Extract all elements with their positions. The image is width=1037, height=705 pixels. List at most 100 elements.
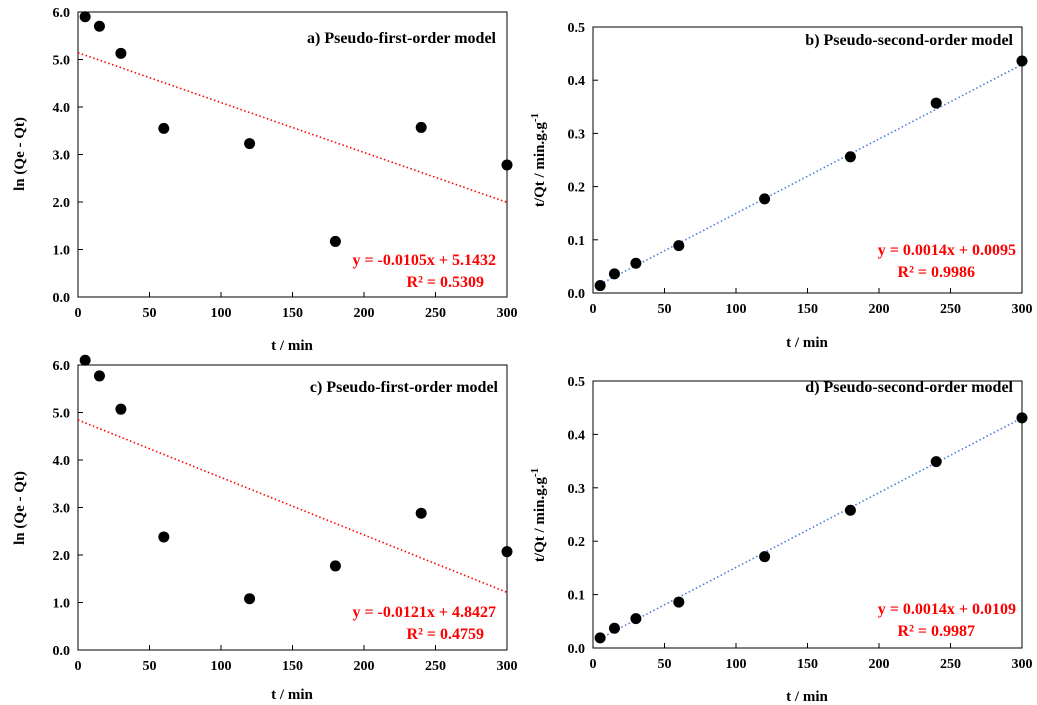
r-squared: R² = 0.9986 <box>898 264 975 281</box>
y-axis: 0.0 0.1 0.2 0.3 0.4 0.5 <box>568 375 598 657</box>
x-tick-label: 50 <box>143 306 157 321</box>
trendline <box>77 419 508 594</box>
x-tick-label: 300 <box>1012 302 1033 317</box>
x-tick-label: 50 <box>658 657 672 672</box>
data-point <box>1016 55 1028 67</box>
fit-equation: y = -0.0121x + 4.8427 <box>352 604 496 621</box>
data-point <box>115 47 127 59</box>
x-axis: 0 50 100 150 200 250 300 <box>590 643 1033 672</box>
y-tick-label: 6.0 <box>53 6 71 21</box>
panel-c: c) Pseudo-first-order model y = -0.0121x… <box>12 354 518 703</box>
y-axis: 0.0 0.1 0.2 0.3 0.4 0.5 <box>568 21 598 302</box>
points-layer <box>79 354 513 605</box>
x-tick-label: 0 <box>75 306 82 321</box>
x-axis: 0 50 100 150 200 250 300 <box>590 288 1033 317</box>
r-squared: R² = 0.9987 <box>898 623 975 640</box>
data-point <box>594 632 606 644</box>
data-point <box>329 560 341 572</box>
data-point <box>930 97 942 109</box>
data-point <box>844 504 856 516</box>
data-point <box>759 551 771 563</box>
data-point <box>844 151 856 163</box>
data-point <box>329 235 341 247</box>
y-tick-label: 0.4 <box>568 74 586 89</box>
fit-layer <box>77 419 508 594</box>
data-point <box>115 403 127 415</box>
y-tick-label: 5.0 <box>53 54 71 69</box>
r-squared: R² = 0.5309 <box>407 274 484 291</box>
panel-title: d) Pseudo-second-order model <box>805 379 1013 396</box>
y-tick-label: 0.1 <box>568 234 586 249</box>
data-point <box>673 596 685 608</box>
fit-equation: y = -0.0105x + 5.1432 <box>352 252 496 269</box>
trendline <box>599 63 1023 285</box>
y-axis-label: t/Qt / min.g.g-1 <box>529 113 548 207</box>
panel-b: b) Pseudo-second-order model y = 0.0014x… <box>529 21 1033 351</box>
x-tick-label: 0 <box>75 659 82 674</box>
y-tick-label: 0.3 <box>568 482 586 497</box>
x-axis: 0 50 100 150 200 250 300 <box>75 292 518 321</box>
data-point <box>158 531 170 543</box>
data-point <box>673 240 685 252</box>
y-tick-label: 0.3 <box>568 127 586 142</box>
x-tick-label: 150 <box>282 659 303 674</box>
x-tick-label: 100 <box>726 657 747 672</box>
y-tick-label: 1.0 <box>53 244 71 259</box>
x-tick-label: 0 <box>590 657 597 672</box>
x-axis-label: t / min <box>271 687 313 703</box>
x-tick-label: 250 <box>940 302 961 317</box>
data-point <box>1016 412 1028 424</box>
fit-equation: y = 0.0014x + 0.0095 <box>878 242 1016 259</box>
y-tick-label: 0.5 <box>568 375 586 390</box>
y-axis-label-superscript: -1 <box>529 468 541 477</box>
data-point <box>158 122 170 134</box>
data-point <box>244 138 256 150</box>
data-point <box>501 159 513 171</box>
data-point <box>594 280 606 292</box>
data-point <box>608 268 620 280</box>
y-tick-label: 5.0 <box>53 407 71 422</box>
data-point <box>244 593 256 605</box>
x-tick-label: 100 <box>211 306 232 321</box>
panel-title: b) Pseudo-second-order model <box>805 32 1013 49</box>
y-tick-label: 0.2 <box>568 181 586 196</box>
y-axis-label: t/Qt / min.g.g-1 <box>529 468 548 562</box>
y-tick-label: 0.0 <box>568 287 586 302</box>
y-tick-label: 2.0 <box>53 196 71 211</box>
x-tick-label: 150 <box>282 306 303 321</box>
x-tick-label: 150 <box>797 302 818 317</box>
fit-layer <box>599 63 1023 285</box>
y-tick-label: 0.1 <box>568 589 586 604</box>
x-axis: 0 50 100 150 200 250 300 <box>75 645 518 674</box>
x-axis-label: t / min <box>786 689 828 705</box>
y-tick-label: 0.0 <box>53 644 71 659</box>
y-axis-label-text: t/Qt / min.g.g <box>532 122 548 207</box>
r-squared: R² = 0.4759 <box>407 626 484 643</box>
panel-title: a) Pseudo-first-order model <box>307 30 497 47</box>
fit-layer <box>77 51 508 204</box>
x-tick-label: 200 <box>354 306 375 321</box>
x-tick-label: 100 <box>211 659 232 674</box>
panel-a: a) Pseudo-first-order model y = -0.0105x… <box>12 6 518 354</box>
data-point <box>930 456 942 468</box>
y-tick-label: 0.0 <box>53 291 71 306</box>
data-point <box>79 11 91 23</box>
x-tick-label: 200 <box>869 657 890 672</box>
x-tick-label: 200 <box>354 659 375 674</box>
x-tick-label: 150 <box>797 657 818 672</box>
panel-title: c) Pseudo-first-order model <box>310 379 499 396</box>
y-axis-label: ln (Qe - Qt) <box>12 471 28 545</box>
data-point <box>79 354 91 366</box>
x-tick-label: 200 <box>869 302 890 317</box>
y-axis-label-superscript: -1 <box>529 113 541 122</box>
data-point <box>93 370 105 382</box>
y-axis: 0.0 1.0 2.0 3.0 4.0 5.0 6.0 <box>53 6 83 306</box>
y-tick-label: 0.0 <box>568 642 586 657</box>
data-point <box>415 121 427 133</box>
fit-equation: y = 0.0014x + 0.0109 <box>878 601 1016 618</box>
x-axis-label: t / min <box>786 335 828 351</box>
y-tick-label: 0.4 <box>568 428 586 443</box>
x-tick-label: 250 <box>425 659 446 674</box>
y-tick-label: 3.0 <box>53 149 71 164</box>
